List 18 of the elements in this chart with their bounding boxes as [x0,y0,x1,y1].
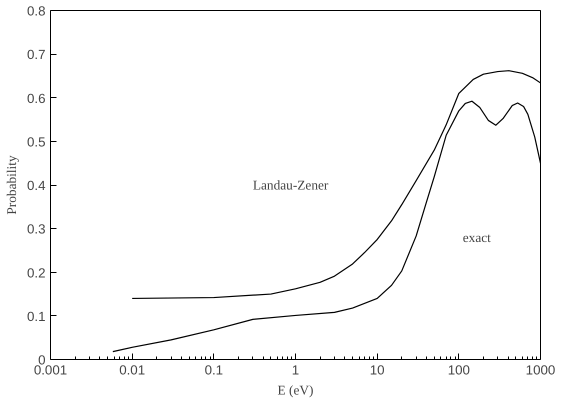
y-tick-label: 0.1 [26,308,46,324]
x-tick-label: 100 [448,362,470,378]
x-tick-label: 0.01 [119,362,146,378]
x-tick-label: 1000 [526,362,556,378]
x-tick-label: 10 [370,362,385,378]
y-tick-label: 0.6 [26,90,46,106]
x-axis-title: E (eV) [278,382,314,398]
y-tick-label: 0.7 [26,47,46,62]
x-tick-label: 1 [292,362,300,378]
annotation: exact [462,230,492,245]
y-tick-label: 0.2 [26,265,46,280]
x-tick-label: 0.1 [204,362,224,378]
y-tick-label: 0.3 [26,222,46,237]
y-tick-label: 0.8 [26,4,46,18]
y-tick-label: 0.4 [26,178,46,193]
y-tick-label: 0.5 [26,134,46,150]
y-axis-title: Probability [4,155,19,215]
annotation: Landau-Zener [252,178,329,192]
